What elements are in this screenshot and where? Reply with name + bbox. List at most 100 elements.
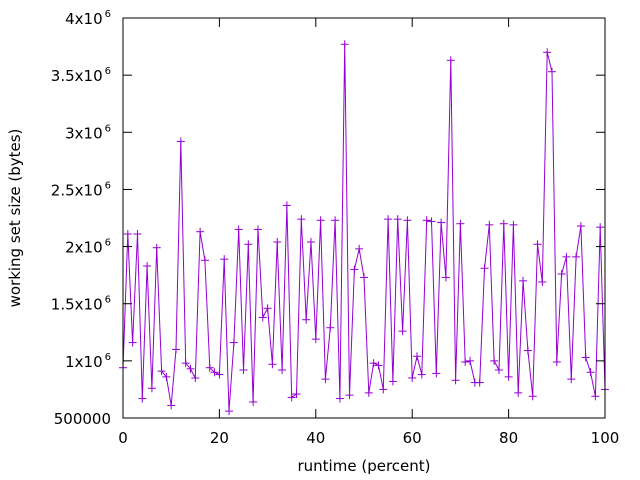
data-point: [316, 216, 325, 225]
plot-border: [122, 17, 606, 419]
data-point: [514, 388, 523, 397]
y-tick-label: 2x10 6: [65, 238, 111, 257]
data-point: [432, 369, 441, 378]
data-point: [557, 270, 566, 278]
data-point: [519, 276, 528, 285]
data-point: [480, 264, 489, 273]
data-point: [244, 240, 253, 249]
data-point: [287, 393, 296, 402]
data-point: [576, 222, 585, 230]
data-point: [311, 335, 320, 344]
data-point: [162, 372, 171, 381]
data-point: [567, 375, 576, 384]
data-point: [364, 388, 373, 397]
data-point: [157, 367, 166, 376]
data-point: [196, 227, 205, 236]
data-point: [523, 346, 532, 355]
data-point: [215, 370, 224, 379]
data-point: [475, 378, 484, 387]
data-point: [253, 225, 262, 234]
data-point: [229, 338, 238, 347]
x-tick-label: 40: [306, 429, 325, 447]
y-tick-label: 2.5x10 6: [51, 180, 111, 199]
data-point: [152, 243, 161, 252]
data-point: [225, 407, 234, 416]
data-point: [490, 356, 499, 365]
data-point: [205, 363, 214, 372]
x-tick-label: 80: [499, 429, 518, 447]
y-tick-label: 3.5x10 6: [51, 66, 111, 85]
data-point: [220, 255, 229, 264]
data-point: [369, 359, 378, 368]
data-point: [335, 394, 344, 403]
data-point: [167, 401, 176, 410]
data-point: [143, 262, 152, 270]
x-tick-label: 0: [118, 429, 128, 447]
data-point: [128, 338, 137, 347]
data-point: [384, 215, 393, 224]
data-point: [379, 385, 388, 394]
data-point: [596, 223, 605, 232]
ticks: 0 20 40 60 80 100 500000 1x10 6 1.5x10 6 2x10 6 2.5x1…: [51, 9, 620, 447]
data-point: [422, 216, 431, 225]
data-point: [408, 374, 417, 382]
y-tick-label: 1x10 6: [65, 352, 111, 371]
y-tick-label: 500000: [54, 410, 111, 428]
data-point: [234, 225, 243, 234]
data-point: [147, 384, 156, 393]
data-point: [417, 370, 426, 379]
data-point: [278, 366, 287, 374]
data-point: [345, 391, 354, 400]
data-point: [586, 368, 595, 377]
data-point: [282, 201, 291, 210]
data-point: [552, 358, 561, 366]
data-point: [176, 137, 185, 146]
data-point: [258, 313, 267, 322]
data-point: [456, 219, 465, 228]
data-point: [210, 368, 219, 377]
data-point: [572, 252, 581, 261]
data-point: [133, 230, 142, 238]
x-axis-label: runtime (percent): [298, 457, 431, 475]
data-point: [461, 358, 470, 366]
data-point: [321, 375, 330, 384]
data-point: [297, 215, 306, 224]
data-point: [292, 390, 301, 398]
data-point: [355, 244, 364, 253]
data-point: [340, 40, 349, 49]
data-point: [172, 345, 181, 354]
data-point: [331, 216, 340, 225]
data-point: [591, 392, 600, 401]
y-axis-label: working set size (bytes): [6, 129, 24, 308]
data-point: [451, 376, 460, 385]
data-point: [360, 273, 368, 282]
data-point: [263, 304, 272, 313]
data-point: [547, 67, 556, 76]
data-point: [562, 252, 571, 261]
data-point: [191, 374, 200, 382]
data-point: [538, 278, 547, 286]
data-point: [441, 273, 450, 282]
data-point: [437, 218, 446, 227]
data-point: [543, 48, 552, 57]
data-point: [413, 352, 422, 361]
data-point: [499, 219, 508, 228]
y-tick-label: 1.5x10 6: [51, 295, 111, 314]
data-point: [509, 220, 518, 229]
data-point: [302, 315, 311, 324]
data-point: [186, 364, 195, 373]
series-layer: [119, 40, 609, 416]
data-point: [504, 372, 513, 381]
y-tick-label: 3x10 6: [65, 123, 111, 142]
data-point: [494, 366, 503, 374]
data-point: [403, 216, 412, 225]
data-point: [581, 353, 590, 362]
data-point: [138, 394, 147, 403]
data-point: [123, 230, 132, 238]
data-point: [273, 238, 282, 246]
data-point: [326, 323, 335, 332]
data-point: [249, 398, 258, 406]
x-tick-label: 20: [210, 429, 229, 447]
